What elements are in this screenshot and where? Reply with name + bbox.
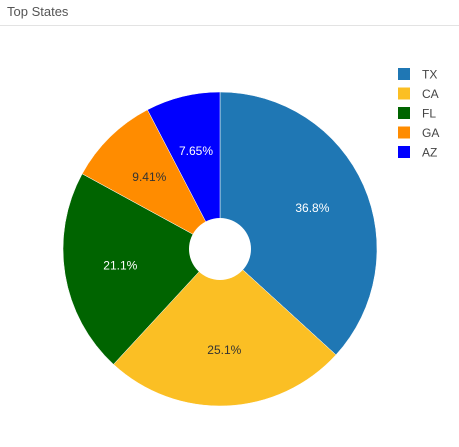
slice-label-ca: 25.1% <box>207 343 241 357</box>
legend-swatch-fl <box>398 107 410 119</box>
legend-item-fl[interactable]: FL <box>398 107 436 121</box>
pie-slice-tx[interactable] <box>219 91 378 356</box>
slice-label-az: 7.65% <box>179 144 213 158</box>
legend-swatch-az <box>398 146 410 158</box>
pie-slice-ga[interactable] <box>81 109 221 250</box>
legend-item-ga[interactable]: GA <box>398 126 439 140</box>
slice-label-fl: 21.1% <box>103 258 137 272</box>
pie-slice-az[interactable] <box>147 91 221 250</box>
pie-slice-ca[interactable] <box>113 248 337 407</box>
pie-slice-fl[interactable] <box>62 173 221 365</box>
legend-item-tx[interactable]: TX <box>398 68 437 82</box>
legend-swatch-tx <box>398 68 410 80</box>
legend-item-ca[interactable]: CA <box>398 87 439 101</box>
legend-label-tx: TX <box>422 68 437 82</box>
panel-title: Top States <box>7 4 69 19</box>
legend-label-ca: CA <box>422 87 439 101</box>
legend-label-az: AZ <box>422 146 437 160</box>
panel-header: Top States <box>0 0 459 26</box>
slice-label-tx: 36.8% <box>295 201 329 215</box>
pie-chart: 36.8% 25.1% 21.1% 9.41% 7.65% TX CA FL GA AZ <box>62 68 439 407</box>
legend-label-fl: FL <box>422 107 436 121</box>
legend-label-ga: GA <box>422 126 439 140</box>
legend[interactable]: TX CA FL GA AZ <box>398 68 439 160</box>
slice-label-ga: 9.41% <box>132 170 166 184</box>
legend-swatch-ga <box>398 126 410 139</box>
legend-item-az[interactable]: AZ <box>398 146 437 160</box>
slice-labels: 36.8% 25.1% 21.1% 9.41% 7.65% <box>103 144 329 357</box>
legend-swatch-ca <box>398 87 410 100</box>
pie-slices <box>62 91 378 407</box>
donut-hole <box>189 218 251 280</box>
